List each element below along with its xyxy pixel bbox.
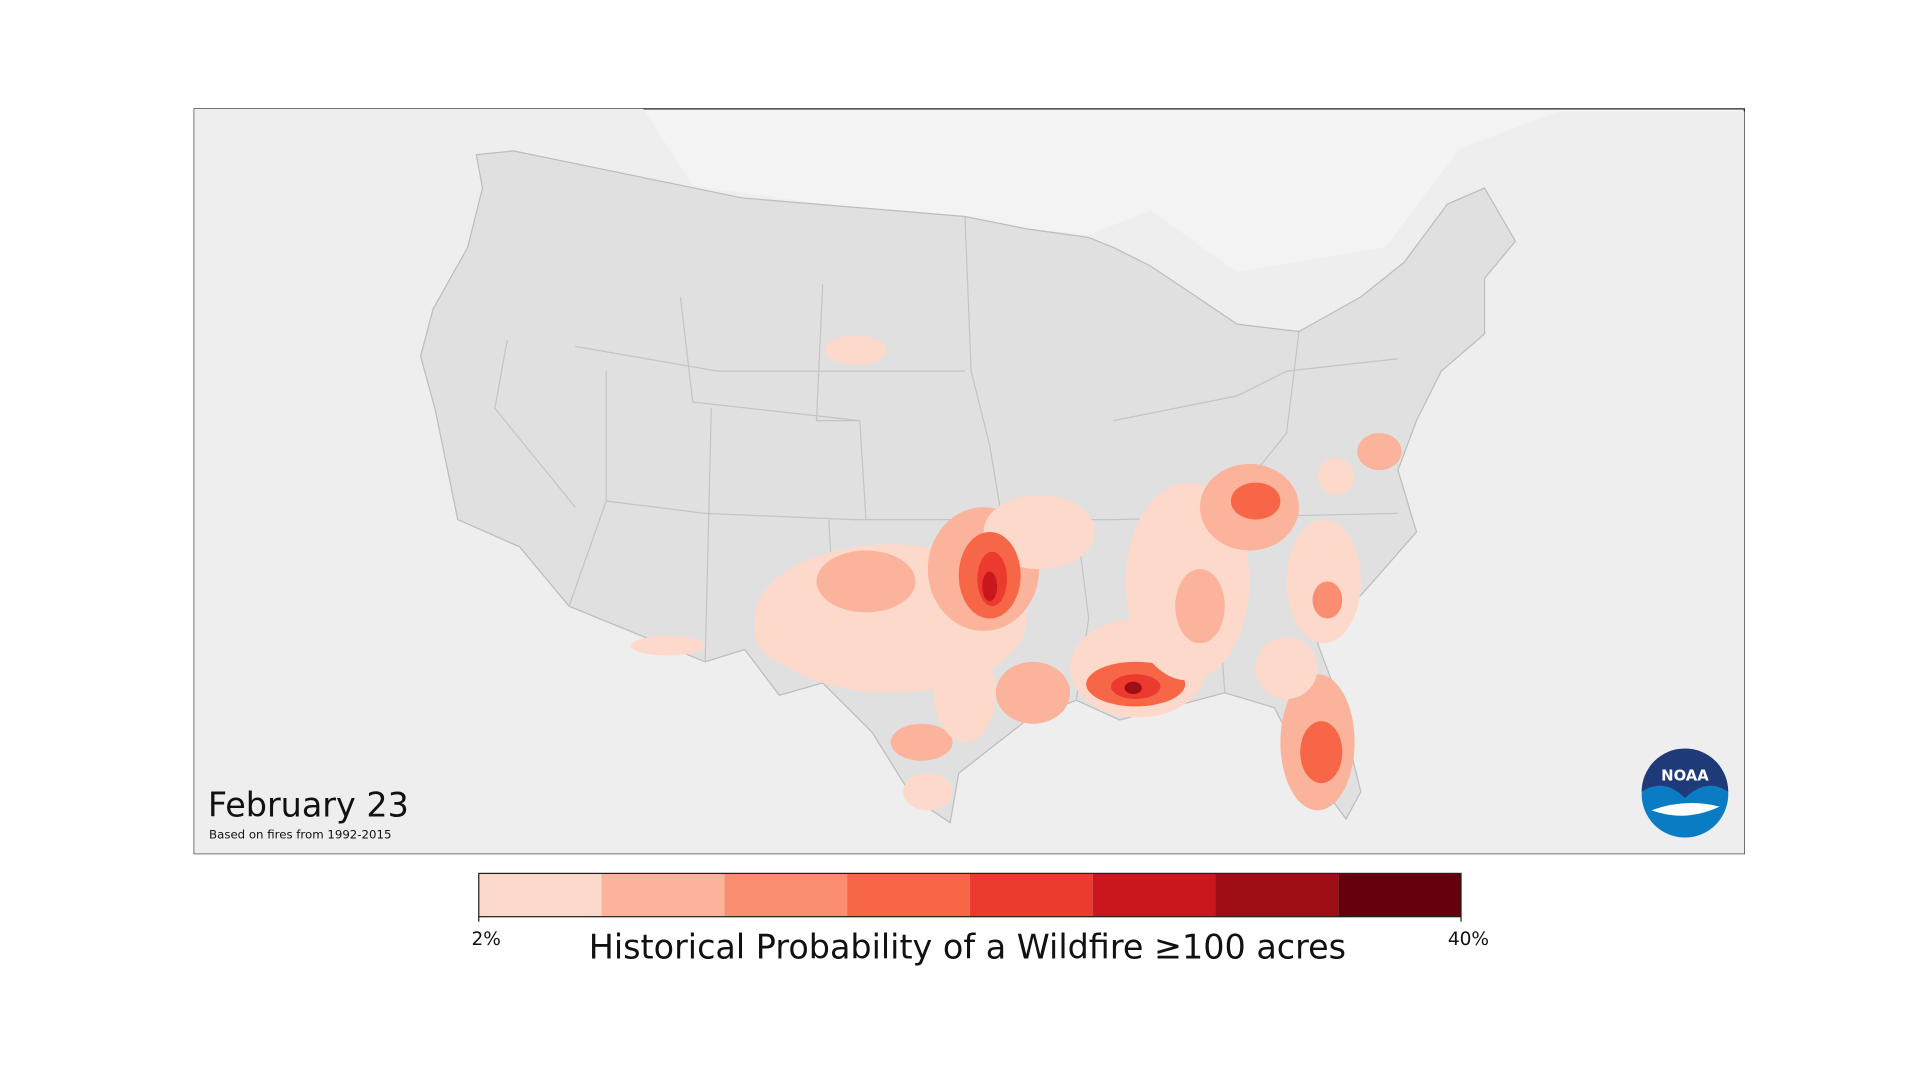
- logo-top: [1641, 748, 1729, 798]
- probability-area: [630, 635, 706, 656]
- legend-title: Historical Probability of a Wildfire ≥10…: [589, 928, 1346, 967]
- date-subtitle: Based on fires from 1992-2015: [209, 828, 391, 842]
- logo-wave: [1651, 803, 1720, 816]
- legend-swatch: [1338, 873, 1462, 917]
- legend-tick-label: 40%: [1448, 929, 1489, 950]
- legend-swatch: [847, 873, 970, 917]
- probability-area: [754, 593, 854, 669]
- probability-areas: [630, 335, 1402, 811]
- legend-swatch: [1215, 873, 1339, 917]
- probability-area: [1286, 519, 1361, 644]
- noaa-logo: NOAA: [1641, 748, 1729, 838]
- legend-swatch: [724, 873, 848, 917]
- probability-area: [1124, 681, 1142, 695]
- legend-swatch: [478, 873, 602, 917]
- legend-swatch: [969, 873, 1093, 917]
- logo-text: NOAA: [1661, 768, 1709, 785]
- probability-area: [1230, 482, 1281, 520]
- legend-swatch: [601, 873, 725, 917]
- probability-area: [982, 571, 998, 602]
- us-outline: [419, 150, 1517, 824]
- legend-tick-label: 2%: [471, 929, 500, 950]
- probability-area: [934, 643, 996, 743]
- probability-area: [1175, 569, 1225, 644]
- legend: 2% 40%: [471, 872, 1489, 950]
- probability-area: [825, 335, 888, 365]
- probability-area: [890, 723, 953, 761]
- probability-area: [1255, 637, 1318, 699]
- legend-swatch: [1092, 873, 1216, 917]
- legend-border: [478, 872, 1462, 918]
- probability-area: [1357, 432, 1402, 471]
- probability-area: [1317, 457, 1355, 495]
- probability-area: [1300, 721, 1343, 784]
- probability-area: [1312, 581, 1343, 619]
- probability-area: [903, 773, 953, 811]
- probability-area: [995, 661, 1071, 724]
- probability-area: [816, 550, 916, 613]
- date-title: February 23: [208, 785, 409, 824]
